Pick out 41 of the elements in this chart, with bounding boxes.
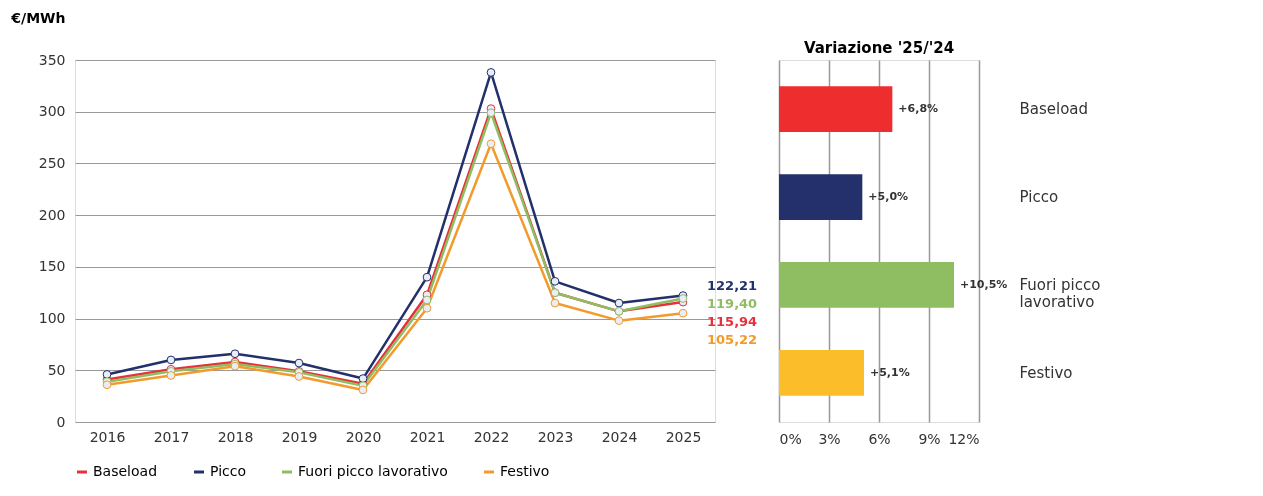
annotation: 115,94 — [707, 313, 758, 329]
x-tick-label: 9% — [918, 430, 941, 447]
x-tick-label: 2020 — [345, 428, 382, 445]
x-tick-label: 2018 — [217, 428, 254, 445]
x-tick-label: 2019 — [281, 428, 318, 445]
y-tick-label: 100 — [38, 310, 66, 327]
legend-label: Baseload — [93, 463, 158, 479]
legend-label: Festivo — [500, 463, 550, 479]
y-tick-label: 50 — [47, 361, 66, 378]
x-tick-label: 6% — [868, 430, 891, 447]
x-tick-label: 2022 — [473, 428, 510, 445]
data-label: +6,8% — [898, 102, 939, 116]
chart-title: Variazione '25/'24 — [803, 39, 955, 57]
x-tick-label: 2023 — [537, 428, 574, 445]
y-tick-label: Baseload — [1019, 100, 1089, 119]
y-axis-title: €/MWh — [10, 9, 66, 26]
y-tick-label: 350 — [38, 51, 66, 68]
data-label: +5,0% — [868, 190, 909, 204]
y-tick-label: Festivo — [1019, 363, 1073, 382]
annotation: 119,40 — [707, 295, 758, 311]
annotation: 105,22 — [707, 331, 758, 347]
legend-label: Fuori picco lavorativo — [298, 463, 448, 479]
y-tick-label: 200 — [38, 206, 66, 223]
y-tick-label: 300 — [38, 103, 66, 120]
y-tick-label: Picco — [1019, 188, 1059, 207]
y-tick-label: Fuori picco lavorativo — [1019, 275, 1101, 311]
y-tick-label: 150 — [38, 258, 66, 275]
data-label: +5,1% — [870, 365, 910, 379]
y-tick-label: 0 — [56, 413, 66, 430]
data-label: +10,5% — [960, 277, 1008, 291]
x-tick-label: 2021 — [409, 428, 446, 445]
x-tick-label: 2016 — [89, 428, 126, 445]
y-tick-label: 250 — [38, 154, 66, 171]
x-tick-label: 2024 — [601, 428, 638, 445]
x-tick-label: 0% — [779, 430, 802, 447]
x-tick-label: 12% — [948, 430, 980, 447]
x-tick-label: 2025 — [665, 428, 702, 445]
x-tick-label: 2017 — [153, 428, 190, 445]
legend-label: Picco — [210, 463, 246, 479]
annotation: 122,21 — [707, 277, 758, 293]
x-tick-label: 3% — [818, 430, 841, 447]
